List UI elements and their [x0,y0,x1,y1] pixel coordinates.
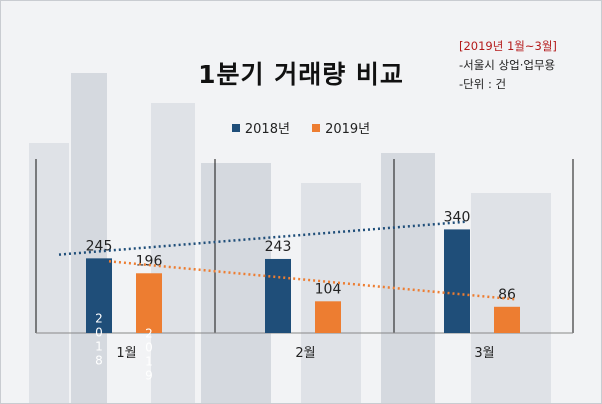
data-label: 104 [315,281,342,297]
bar-inline-label-char: 0 [145,340,153,354]
data-label: 243 [265,239,292,255]
chart-note: [2019년 1월~3월] -서울시 상업·업무용 -단위 : 건 [459,37,557,94]
bar [86,258,112,333]
bar-inline-label-char: 2 [95,311,103,325]
x-tick-label: 3월 [474,346,494,361]
legend-swatch-2018 [231,123,240,132]
legend-swatch-2019 [312,123,321,132]
bar-inline-label-char: 1 [95,339,103,353]
legend: 2018년 2019년 [1,118,601,137]
legend-label-2018: 2018년 [244,122,290,137]
data-label: 196 [136,253,163,269]
bar [265,258,291,333]
bar-inline-label-char: 2 [145,326,153,340]
x-tick-label: 2월 [295,346,315,361]
note-unit: -단위 : 건 [459,77,507,91]
data-label: 340 [444,209,471,225]
legend-item-2018: 2018년 [231,118,290,137]
chart-title: 1분기 거래량 비교 [198,60,404,89]
bar-inline-label-char: 0 [95,325,103,339]
bar-inline-label-char: 1 [145,354,153,368]
note-period: [2019년 1월~3월] [459,39,557,53]
bar [444,229,470,333]
bar [494,306,520,333]
legend-item-2019: 2019년 [312,118,370,137]
trendline-2019 [108,260,518,301]
bar [136,273,162,333]
trendline-2018 [58,220,468,256]
x-tick-label: 1월 [116,346,136,361]
bar [315,301,341,333]
note-scope: -서울시 상업·업무용 [459,58,556,72]
bar-inline-label-char: 9 [145,368,153,382]
legend-label-2019: 2019년 [325,122,371,137]
bar-inline-label-char: 8 [95,353,103,367]
